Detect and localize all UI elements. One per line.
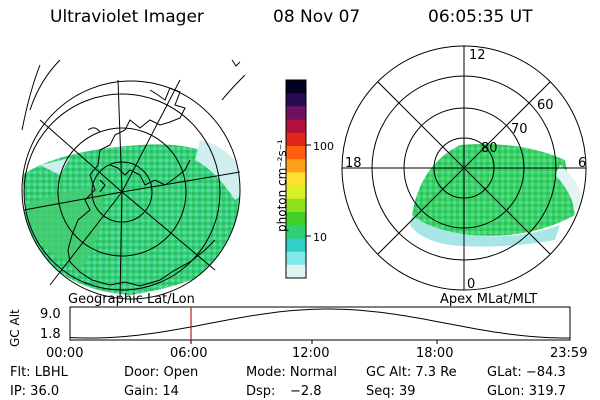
colorbar-segment	[286, 198, 306, 213]
info-seq: Seq: 39	[366, 384, 416, 399]
mlat-label-80: 80	[481, 141, 498, 156]
colorbar-segment	[286, 146, 306, 160]
coastline	[67, 59, 241, 287]
xtick-2359: 23:59	[550, 346, 588, 361]
date-label: 08 Nov 07	[273, 7, 361, 27]
info-door: Door: Open	[124, 365, 199, 380]
colorbar-segment	[286, 80, 306, 94]
time-label: 06:05:35 UT	[428, 7, 533, 27]
altitude-curve	[69, 308, 570, 339]
xtick-1200: 12:00	[292, 346, 330, 361]
info-flt: Flt: LBHL	[10, 365, 68, 380]
mlt-label-12: 12	[469, 48, 486, 63]
altitude-ylabel: GC Alt	[8, 309, 22, 347]
info-dsp-label: Dsp:	[246, 384, 276, 399]
colorbar-segment	[286, 264, 306, 279]
mlat-mlt-grid	[341, 45, 587, 291]
colorbar-segment	[286, 93, 306, 107]
altitude-ytick-bottom: 1.8	[40, 327, 61, 342]
colorbar-segment	[286, 251, 306, 266]
info-mode: Mode: Normal	[246, 365, 337, 380]
colorbar-segment	[286, 225, 306, 239]
colorbar-segment	[286, 185, 306, 200]
mlt-label-6: 6	[578, 156, 587, 171]
geographic-caption: Geographic Lat/Lon	[68, 292, 195, 307]
colorbar-segment	[286, 238, 306, 253]
apex-caption: Apex MLat/MLT	[440, 292, 538, 307]
mlt-label-0: 0	[467, 277, 476, 292]
colorbar-segment	[286, 106, 306, 121]
xtick-0000: 00:00	[46, 346, 84, 361]
colorbar-segment	[286, 119, 306, 134]
colorbar-tick-10: 10	[313, 231, 327, 244]
colorbar-segment	[286, 172, 306, 187]
info-dsp-value: −2.8	[290, 384, 322, 399]
colorbar-segment	[286, 132, 306, 147]
geographic-grid	[21, 59, 246, 300]
colorbar-segment	[286, 159, 306, 173]
colorbar-segment	[286, 212, 306, 226]
mlt-label-18: 18	[345, 156, 362, 171]
colorbar-tick-100: 100	[313, 140, 334, 153]
info-gcalt: GC Alt: 7.3 Re	[366, 365, 457, 380]
instrument-title: Ultraviolet Imager	[50, 7, 204, 27]
info-ip: IP: 36.0	[10, 384, 60, 399]
info-glat: GLat: −84.3	[487, 365, 566, 380]
info-glon: GLon: 319.7	[487, 384, 567, 399]
info-gain: Gain: 14	[124, 384, 179, 399]
mlat-label-70: 70	[511, 122, 528, 137]
auroral-emission-right	[412, 144, 575, 236]
xtick-0600: 06:00	[170, 346, 208, 361]
xtick-1800: 18:00	[416, 346, 454, 361]
mlat-label-60: 60	[537, 98, 554, 113]
altitude-ytick-top: 9.0	[40, 307, 61, 322]
